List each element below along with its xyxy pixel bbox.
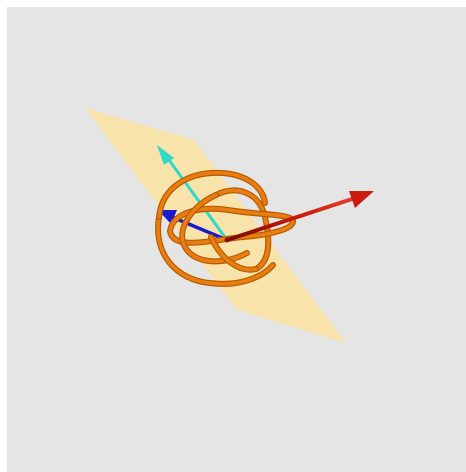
scene-canvas[interactable] — [7, 7, 466, 472]
cyan-arrowhead-icon — [157, 145, 174, 165]
origin-point — [224, 237, 230, 243]
red-vector — [225, 191, 374, 242]
3d-viewport[interactable] — [7, 7, 466, 472]
red-arrowhead-icon — [349, 191, 374, 208]
curve-front — [156, 169, 296, 273]
cyan-vector — [157, 145, 229, 242]
